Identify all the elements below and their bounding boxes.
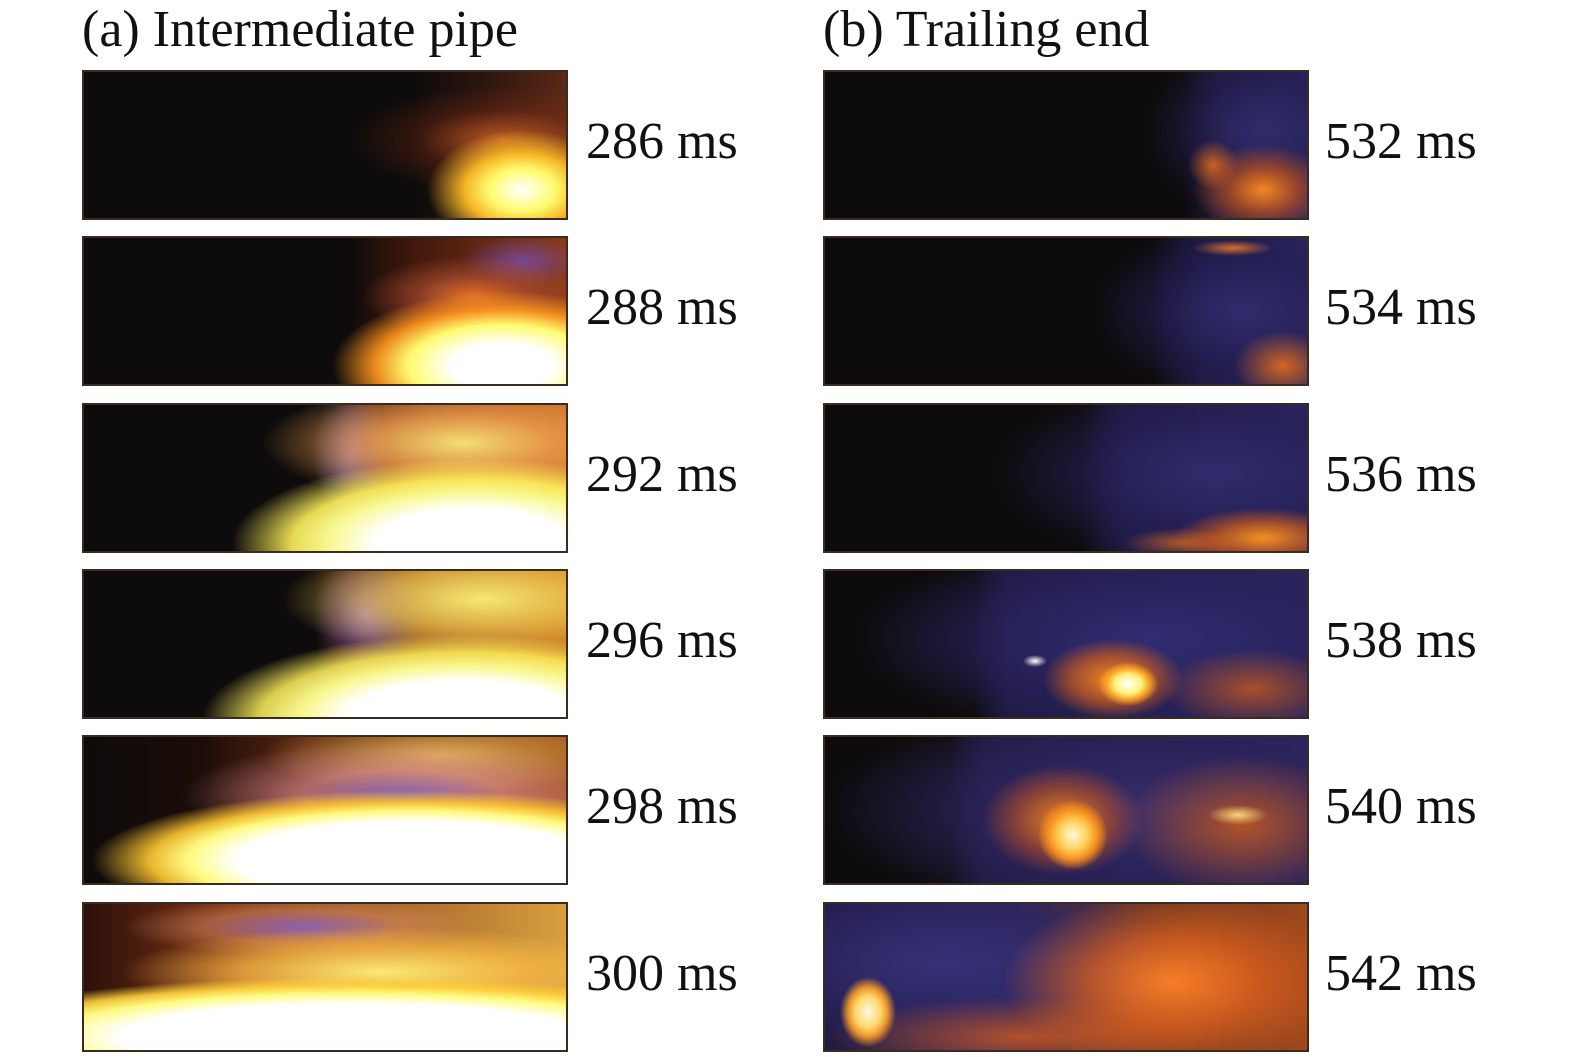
- flame-frame-b-6: [823, 902, 1309, 1052]
- timestamp-a-4: 296 ms: [586, 612, 738, 669]
- flame-frame-a-1: [82, 70, 568, 220]
- flame-frame-a-4: [82, 569, 568, 719]
- timestamp-b-2: 534 ms: [1325, 279, 1477, 336]
- timestamp-a-2: 288 ms: [586, 279, 738, 336]
- timestamp-b-1: 532 ms: [1325, 113, 1477, 170]
- flame-frame-b-3: [823, 403, 1309, 553]
- timestamp-a-3: 292 ms: [586, 446, 738, 503]
- timestamp-b-6: 542 ms: [1325, 945, 1477, 1002]
- flame-frame-a-6: [82, 902, 568, 1052]
- flame-frame-b-2: [823, 236, 1309, 386]
- panel-a-title: (a) Intermediate pipe: [82, 1, 518, 58]
- flame-frame-b-4: [823, 569, 1309, 719]
- timestamp-a-5: 298 ms: [586, 778, 738, 835]
- panel-b-title: (b) Trailing end: [823, 1, 1150, 58]
- timestamp-b-3: 536 ms: [1325, 446, 1477, 503]
- flame-frame-a-2: [82, 236, 568, 386]
- timestamp-b-5: 540 ms: [1325, 778, 1477, 835]
- flame-frame-b-1: [823, 70, 1309, 220]
- timestamp-a-6: 300 ms: [586, 945, 738, 1002]
- flame-frame-a-3: [82, 403, 568, 553]
- flame-frame-a-5: [82, 735, 568, 885]
- flame-frame-b-5: [823, 735, 1309, 885]
- timestamp-a-1: 286 ms: [586, 113, 738, 170]
- timestamp-b-4: 538 ms: [1325, 612, 1477, 669]
